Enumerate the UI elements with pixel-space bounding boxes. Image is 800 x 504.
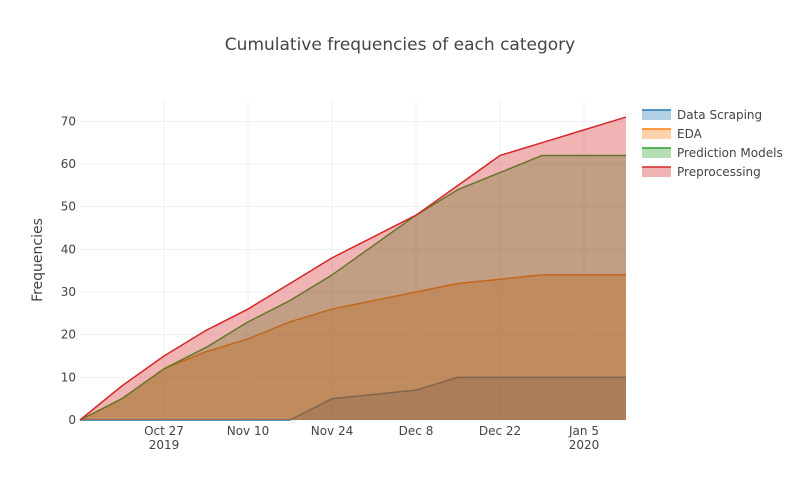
y-tick-label: 10 (61, 370, 76, 384)
legend-swatch-1 (642, 129, 671, 139)
area-fill-3 (80, 117, 626, 421)
x-tick-label: Nov 10 (227, 424, 270, 438)
y-tick-label: 40 (61, 242, 76, 256)
x-tick-label: Jan 5 (568, 424, 599, 438)
y-tick-label: 60 (61, 157, 76, 171)
area-fill-1 (80, 274, 626, 420)
grid (80, 100, 626, 421)
legend-label-3: Preprocessing (677, 165, 761, 179)
y-axis: 0 10 20 30 40 50 60 70 (61, 114, 76, 427)
legend-swatch-3 (642, 167, 671, 177)
plot-areas (79, 116, 627, 421)
x-tick-label: Oct 27 (144, 424, 184, 438)
x-tick-label: Dec 8 (399, 424, 434, 438)
x-tick-label: Dec 22 (479, 424, 521, 438)
y-tick-label: 70 (61, 114, 76, 128)
legend-label-1: EDA (677, 127, 703, 141)
area-fill-0 (80, 377, 626, 420)
legend-swatch-2 (642, 148, 671, 158)
series-line-2 (79, 154, 626, 421)
x-tick-label: Nov 24 (311, 424, 354, 438)
legend-label-2: Prediction Models (677, 146, 783, 160)
area-fill-2 (80, 155, 626, 420)
chart-title: Cumulative frequencies of each category (225, 35, 575, 55)
x-tick-sublabel: 2020 (569, 438, 600, 452)
y-tick-label: 0 (68, 413, 76, 427)
y-axis-title: Frequencies (30, 218, 46, 302)
legend: Data Scraping EDA Prediction Models Preproc… (642, 108, 783, 179)
series-line-3 (79, 116, 627, 421)
y-tick-label: 50 (61, 200, 76, 214)
series-line-0 (80, 376, 626, 421)
legend-swatch-0 (642, 110, 671, 120)
legend-label-0: Data Scraping (677, 108, 762, 122)
y-tick-label: 30 (61, 285, 76, 299)
x-tick-sublabel: 2019 (149, 438, 180, 452)
y-tick-label: 20 (61, 328, 76, 342)
